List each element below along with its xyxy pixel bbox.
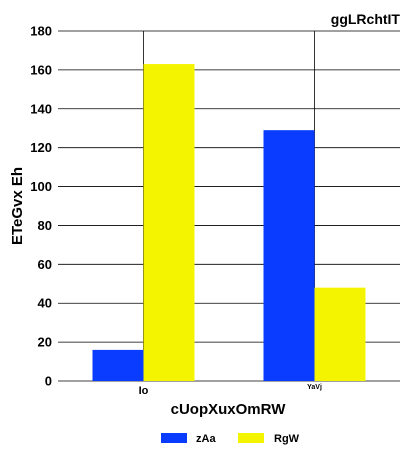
- y-tick-label-7: 140: [30, 101, 52, 116]
- x-axis-title: cUopXuxOmRW: [171, 401, 287, 418]
- legend-swatch-zAa: [161, 433, 187, 443]
- bar-zAa-YaVj: [263, 130, 315, 381]
- y-tick-label-0: 0: [45, 374, 52, 389]
- legend-label-RgW: RgW: [274, 433, 300, 445]
- y-tick-label-5: 100: [30, 179, 52, 194]
- x-tick-label-1: YaVj: [307, 384, 322, 391]
- y-tick-label-1: 20: [38, 335, 52, 350]
- y-axis-ticks: 0 20 40 60 80 100 120 140 160 180: [30, 24, 52, 389]
- y-tick-label-2: 40: [38, 296, 52, 311]
- y-tick-label-4: 80: [38, 218, 52, 233]
- y-tick-label-3: 60: [38, 257, 52, 272]
- legend: zAa RgW: [161, 433, 300, 445]
- bar-RgW-Io: [143, 64, 195, 382]
- x-tick-label-0: Io: [139, 385, 149, 397]
- bars: [92, 64, 366, 382]
- bar-RgW-YaVj: [314, 287, 366, 381]
- y-axis-title: ETeGvx Eh: [9, 167, 26, 245]
- y-tick-label-9: 180: [30, 24, 52, 39]
- bar-zAa-Io: [92, 349, 144, 381]
- y-tick-label-6: 120: [30, 140, 52, 155]
- x-axis-ticks: Io YaVj: [139, 384, 322, 397]
- y-tick-label-8: 160: [30, 62, 52, 77]
- legend-label-zAa: zAa: [196, 433, 216, 445]
- chart-title: ggLRchtIT: [331, 11, 401, 27]
- legend-swatch-RgW: [238, 433, 264, 443]
